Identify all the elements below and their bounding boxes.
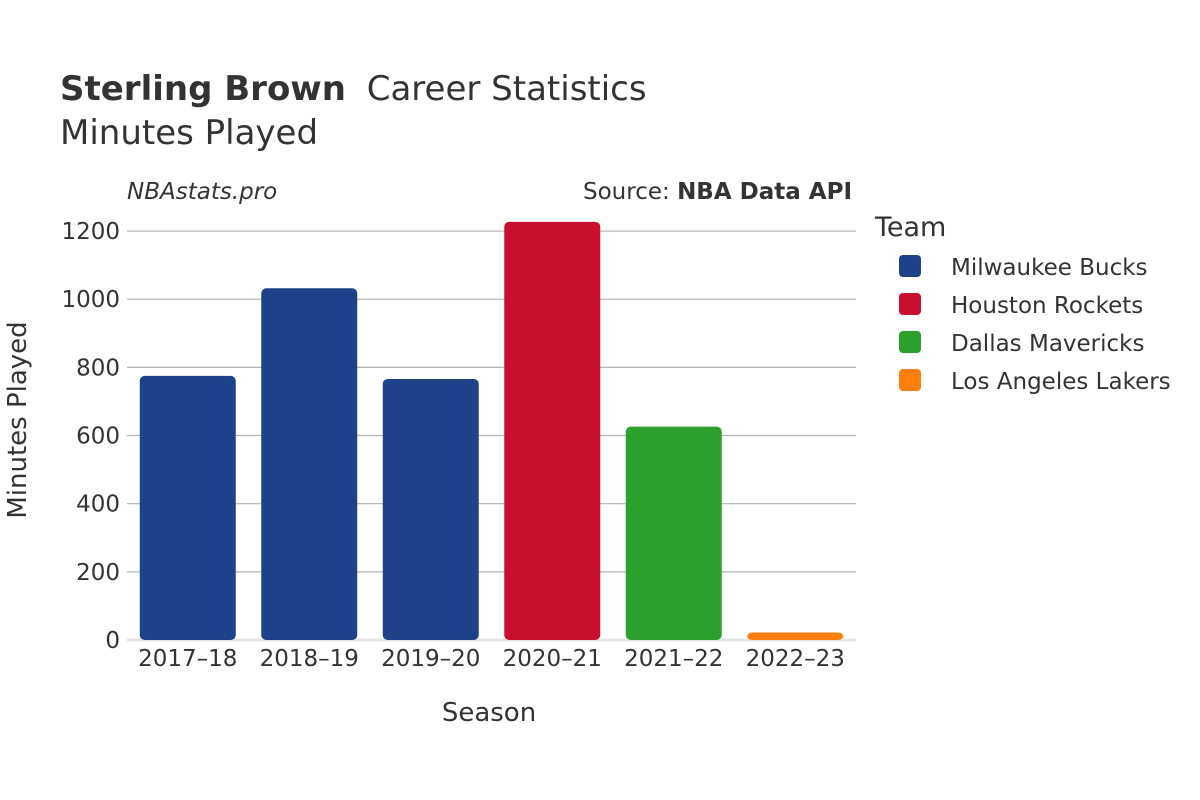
- bar[interactable]: [261, 288, 358, 640]
- gridlines: [127, 230, 856, 642]
- x-tick-label: 2018–19: [260, 646, 359, 672]
- bar[interactable]: [504, 221, 601, 641]
- y-tick-label: 600: [76, 424, 120, 450]
- legend: Team Milwaukee Bucks Houston Rockets Dalla…: [874, 212, 1171, 395]
- y-tick-label: 200: [76, 560, 120, 586]
- x-tick-labels: 2017–18 2018–19 2019–20 2020–21 2021–22 2022–…: [138, 646, 845, 672]
- legend-swatch: [899, 293, 921, 315]
- title-rest: Career Statistics: [367, 69, 647, 109]
- bars: [139, 221, 844, 641]
- y-tick-label: 1200: [61, 219, 120, 245]
- bar[interactable]: [139, 375, 236, 640]
- chart-title: Sterling Brown Career Statistics: [60, 69, 647, 109]
- legend-item[interactable]: Houston Rockets: [899, 293, 1143, 319]
- legend-label: Milwaukee Bucks: [951, 255, 1148, 281]
- x-tick-label: 2020–21: [503, 646, 602, 672]
- y-tick-label: 0: [105, 628, 120, 654]
- y-tick-labels: 0 200 400 600 800 1000 1200: [61, 219, 120, 654]
- chart-subtitle: Minutes Played: [60, 113, 318, 153]
- x-axis-title: Season: [442, 698, 536, 728]
- bar[interactable]: [625, 426, 722, 640]
- source-label: Source: NBA Data API: [583, 179, 852, 205]
- legend-item[interactable]: Los Angeles Lakers: [899, 369, 1171, 395]
- legend-item[interactable]: Dallas Mavericks: [899, 331, 1144, 357]
- x-tick-label: 2017–18: [138, 646, 237, 672]
- legend-swatch: [899, 369, 921, 391]
- legend-label: Los Angeles Lakers: [951, 369, 1171, 395]
- x-tick-label: 2022–23: [746, 646, 845, 672]
- legend-label: Dallas Mavericks: [951, 331, 1144, 357]
- bar[interactable]: [747, 632, 844, 640]
- site-label: NBAstats.pro: [127, 179, 277, 205]
- y-axis-title: Minutes Played: [3, 321, 33, 518]
- source-name: NBA Data API: [677, 179, 852, 205]
- y-tick-label: 800: [76, 355, 120, 381]
- legend-swatch: [899, 331, 921, 353]
- legend-label: Houston Rockets: [951, 293, 1143, 319]
- y-tick-label: 400: [76, 492, 120, 518]
- title-player-name: Sterling Brown: [60, 69, 346, 109]
- source-prefix: Source:: [583, 179, 677, 205]
- x-tick-label: 2019–20: [381, 646, 480, 672]
- bar[interactable]: [382, 378, 479, 640]
- y-tick-label: 1000: [61, 287, 120, 313]
- legend-swatch: [899, 255, 921, 277]
- legend-item[interactable]: Milwaukee Bucks: [899, 255, 1148, 281]
- x-tick-label: 2021–22: [624, 646, 723, 672]
- legend-title: Team: [874, 212, 946, 243]
